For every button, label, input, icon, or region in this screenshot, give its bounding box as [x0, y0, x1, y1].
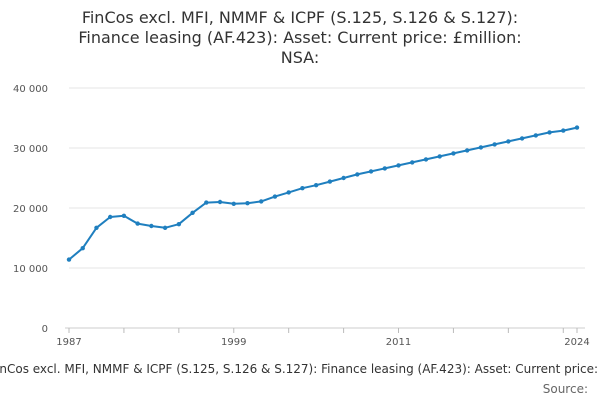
data-point[interactable]: [533, 133, 539, 138]
data-point[interactable]: [355, 172, 360, 177]
data-point[interactable]: [190, 210, 195, 215]
data-point[interactable]: [423, 157, 429, 162]
data-point[interactable]: [204, 200, 209, 205]
data-point[interactable]: [217, 199, 223, 205]
data-point[interactable]: [149, 223, 154, 229]
data-point[interactable]: [561, 128, 566, 133]
data-point[interactable]: [66, 257, 72, 262]
data-point[interactable]: [135, 221, 140, 226]
x-tick-label: 1987: [56, 337, 81, 348]
y-tick-label: 0: [42, 324, 48, 335]
x-tick-label: 2011: [386, 337, 411, 348]
data-point[interactable]: [437, 154, 442, 159]
data-point[interactable]: [410, 160, 415, 165]
data-point[interactable]: [478, 145, 484, 150]
y-tick-label: 10 000: [13, 264, 48, 275]
data-point[interactable]: [80, 246, 85, 251]
data-point[interactable]: [506, 139, 511, 144]
data-point[interactable]: [382, 166, 387, 171]
data-point[interactable]: [327, 179, 333, 184]
data-point[interactable]: [121, 213, 127, 218]
gridlines: [69, 87, 585, 269]
data-point[interactable]: [396, 163, 401, 168]
legend-label: FinCos excl. MFI, NMMF & ICPF (S.125, S.…: [0, 362, 600, 376]
chart-title: FinCos excl. MFI, NMMF & ICPF (S.125, S.…: [0, 8, 600, 68]
data-point[interactable]: [107, 214, 113, 220]
data-point[interactable]: [245, 201, 250, 206]
y-tick-label: 20 000: [13, 204, 48, 215]
data-point[interactable]: [300, 186, 305, 191]
series: [66, 125, 580, 262]
y-axis: 0 10 000 20 000 30 000 40 000: [13, 84, 48, 335]
data-point[interactable]: [259, 199, 264, 204]
x-axis: 1987 1999 2011 2024: [56, 327, 590, 348]
source-label: Source:: [542, 382, 588, 396]
data-point[interactable]: [176, 222, 182, 227]
data-point[interactable]: [94, 225, 99, 230]
data-point[interactable]: [451, 151, 456, 156]
chart-title-line: FinCos excl. MFI, NMMF & ICPF (S.125, S.…: [81, 8, 519, 27]
data-point[interactable]: [272, 194, 278, 199]
chart-title-line: NSA:: [280, 48, 320, 67]
data-point[interactable]: [574, 125, 580, 130]
data-point[interactable]: [368, 169, 374, 174]
y-tick-label: 40 000: [13, 84, 48, 95]
data-point[interactable]: [313, 183, 319, 188]
data-point[interactable]: [286, 190, 291, 195]
chart-title-line: Finance leasing (AF.423): Asset: Current…: [78, 28, 522, 47]
series-line: [68, 126, 578, 261]
data-point[interactable]: [162, 225, 168, 230]
data-point[interactable]: [547, 130, 552, 135]
legend: FinCos excl. MFI, NMMF & ICPF (S.125, S.…: [0, 360, 600, 378]
y-tick-label: 30 000: [13, 144, 48, 155]
data-point[interactable]: [341, 175, 346, 181]
data-point[interactable]: [492, 142, 497, 147]
x-tick-label: 1999: [221, 337, 246, 348]
data-point[interactable]: [231, 201, 236, 206]
x-tick-label: 2024: [564, 337, 589, 348]
data-point[interactable]: [519, 136, 525, 141]
data-point[interactable]: [464, 148, 470, 153]
